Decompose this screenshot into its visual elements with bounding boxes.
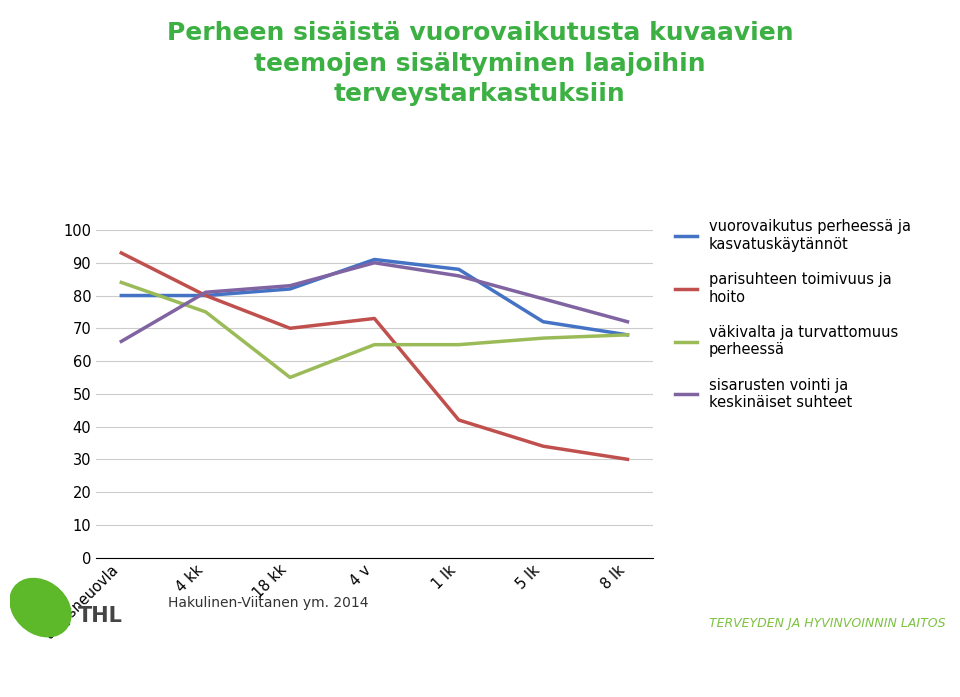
Ellipse shape — [10, 579, 71, 637]
Text: Perheen sisäistä vuorovaikutusta kuvaavien
teemojen sisältyminen laajoihin
terve: Perheen sisäistä vuorovaikutusta kuvaavi… — [167, 21, 793, 106]
Text: Hakulinen-Viitanen ym. 2014: Hakulinen-Viitanen ym. 2014 — [168, 596, 369, 610]
Text: TERVEYDEN JA HYVINVOINNIN LAITOS: TERVEYDEN JA HYVINVOINNIN LAITOS — [709, 618, 946, 630]
Text: THL: THL — [78, 606, 123, 626]
Text: Erityisen tuen tilanteet ja tuki / M. Hietanen-Peltola: Erityisen tuen tilanteet ja tuki / M. Hi… — [299, 671, 661, 683]
Text: 10: 10 — [924, 671, 941, 683]
Text: 21.10.2014: 21.10.2014 — [19, 671, 99, 683]
Legend: vuorovaikutus perheessä ja
kasvatuskäytännöt, parisuhteen toimivuus ja
hoito, vä: vuorovaikutus perheessä ja kasvatuskäytä… — [669, 214, 917, 416]
